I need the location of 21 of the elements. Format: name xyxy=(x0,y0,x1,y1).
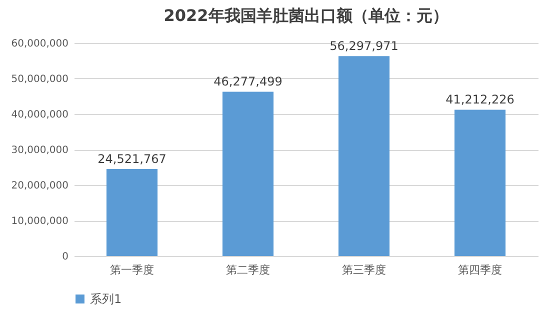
y-tick-label: 0 xyxy=(62,252,68,262)
legend-label: 系列1 xyxy=(90,292,122,306)
bar xyxy=(106,168,158,256)
text: 56,297,971 xyxy=(330,39,398,54)
y-tick-label: 30,000,000 xyxy=(11,145,68,156)
text: 46,277,499 xyxy=(214,74,282,89)
y-tick-label: 20,000,000 xyxy=(11,180,68,192)
x-tick-label: 第一季度 xyxy=(110,264,154,276)
text: 24,521,767 xyxy=(98,152,166,166)
bar xyxy=(454,110,506,256)
text: 41,212,226 xyxy=(446,92,514,107)
x-tick-label: 第四季度 xyxy=(458,264,502,276)
y-tick-label: 10,000,000 xyxy=(11,216,68,227)
x-tick-label: 第三季度 xyxy=(342,264,386,276)
y-tick-label: 50,000,000 xyxy=(11,74,68,85)
y-tick-label: 40,000,000 xyxy=(11,110,68,120)
bar xyxy=(338,56,390,256)
chart-title: 2022年我国羊肚菌出口额（单位：元） xyxy=(164,6,448,25)
x-tick-label: 第二季度 xyxy=(226,264,270,276)
bar xyxy=(222,92,274,256)
y-tick-label: 60,000,000 xyxy=(11,38,68,50)
